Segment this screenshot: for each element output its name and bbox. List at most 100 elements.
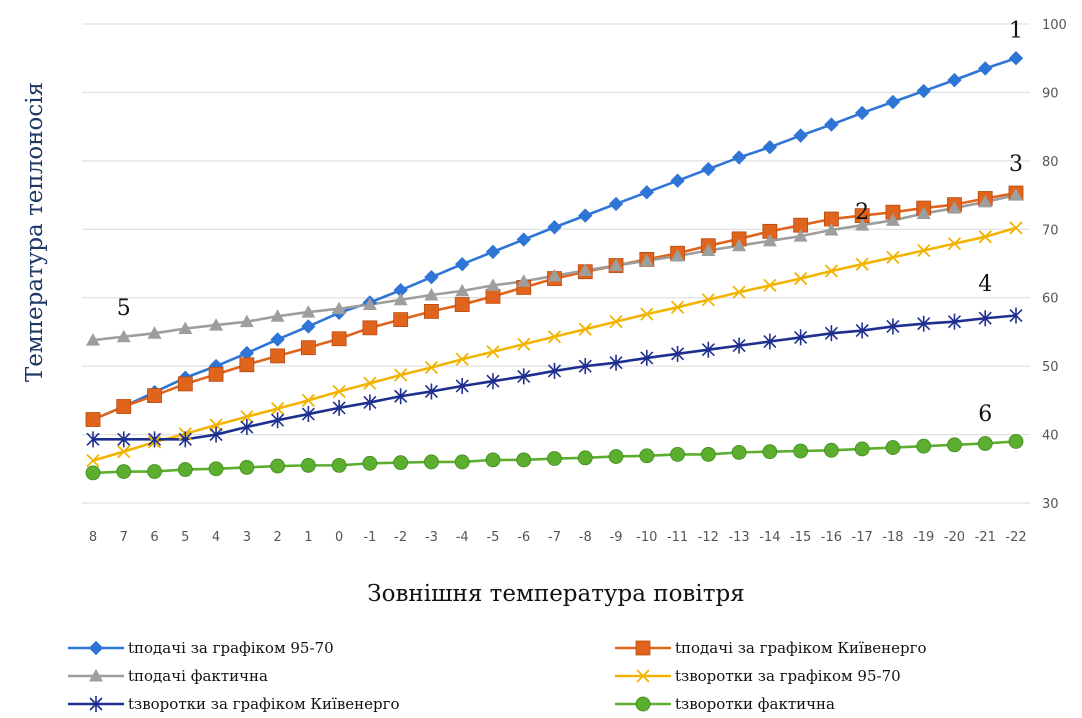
legend-item: tподачі за графіком 95-70 (68, 639, 334, 657)
data-point (88, 640, 104, 656)
data-point (239, 314, 254, 328)
x-tick-label: -21 (975, 530, 996, 545)
legend-label: tподачі за графіком Київенерго (675, 639, 926, 657)
data-point (239, 460, 255, 475)
data-point (177, 462, 193, 477)
data-point (332, 399, 346, 416)
series-markers-4 (86, 221, 1023, 468)
data-point (301, 305, 316, 318)
data-point (670, 248, 685, 262)
data-point (454, 297, 470, 312)
data-point (947, 237, 962, 251)
data-point (732, 285, 746, 299)
data-point (300, 340, 316, 356)
data-point (454, 256, 470, 272)
data-point (639, 185, 655, 200)
data-point (885, 94, 901, 110)
data-point (670, 173, 685, 188)
x-tick-label: -2 (394, 530, 407, 545)
data-point (270, 309, 285, 322)
data-point (609, 354, 623, 371)
legend-item: tзворотки за графіком 95-70 (615, 667, 901, 685)
data-point (855, 257, 869, 271)
curve-label: 4 (978, 272, 992, 297)
data-point (301, 393, 316, 407)
legend-label: tподачі фактична (128, 667, 268, 685)
data-point (300, 457, 316, 473)
data-point (516, 452, 532, 468)
series-line-4 (92, 226, 1017, 462)
series-markers-5 (86, 307, 1023, 448)
x-tick-label: -8 (579, 530, 592, 545)
data-point (116, 399, 132, 414)
data-point (547, 268, 562, 282)
data-point (517, 368, 531, 385)
data-point (916, 438, 932, 454)
x-axis-title: Зовнішня температура повітря (367, 581, 744, 607)
data-point (763, 333, 777, 350)
data-point (394, 388, 408, 405)
data-point (424, 360, 439, 375)
data-point (701, 293, 715, 307)
data-point (1009, 307, 1023, 324)
legend: tподачі за графіком 95-70 tподачі за граф… (68, 639, 926, 713)
data-point (701, 341, 715, 358)
data-point (393, 292, 408, 306)
data-point (824, 264, 839, 278)
data-point (947, 437, 962, 453)
x-tick-label: -3 (425, 530, 438, 545)
data-point (147, 431, 162, 448)
data-point (978, 194, 993, 208)
x-tick-label: -14 (759, 530, 780, 545)
data-point (577, 450, 593, 466)
data-point (609, 315, 623, 329)
data-point (363, 394, 377, 411)
data-point (547, 330, 562, 344)
data-point (886, 250, 900, 264)
data-point (578, 322, 592, 336)
data-point (240, 410, 254, 424)
x-tick-label: -18 (882, 530, 903, 545)
x-tick-label: -5 (486, 530, 499, 545)
data-point (1008, 51, 1024, 66)
legend-item: tзворотки фактична (615, 695, 835, 713)
data-point (640, 349, 654, 366)
data-point (609, 258, 624, 272)
data-point (362, 320, 378, 336)
data-point (270, 458, 286, 474)
x-tick-label: -10 (636, 530, 657, 545)
data-point (701, 243, 716, 256)
data-point (85, 412, 101, 427)
data-point (485, 452, 501, 468)
x-tick-label: -22 (1005, 530, 1026, 545)
data-point (978, 61, 993, 76)
legend-item: tзворотки за графіком Київенерго (68, 695, 400, 713)
legend-label: tзворотки за графіком Київенерго (128, 695, 400, 713)
data-point (578, 263, 593, 276)
data-point (885, 213, 900, 226)
series-markers (85, 51, 1024, 481)
data-point (301, 406, 315, 423)
data-point (517, 337, 531, 351)
data-point (978, 230, 992, 244)
data-point (824, 222, 839, 236)
data-point (793, 443, 809, 459)
curve-label: 5 (117, 296, 131, 321)
y-tick-label: 70 (1042, 223, 1059, 238)
data-point (635, 696, 651, 712)
data-point (117, 431, 131, 448)
curve-label: 2 (855, 200, 869, 225)
data-point (578, 208, 593, 223)
x-tick-label: 7 (120, 530, 128, 545)
data-point (332, 384, 346, 399)
x-tick-label: -19 (913, 530, 934, 545)
data-point (485, 244, 501, 260)
data-point (455, 352, 469, 366)
data-point (271, 412, 285, 429)
data-point (731, 444, 747, 460)
x-tick-label: 5 (181, 530, 189, 545)
data-point (209, 426, 223, 443)
y-axis-title: Температура теплоносія (22, 82, 48, 382)
series-markers-6 (85, 434, 1024, 481)
data-point (855, 322, 869, 339)
